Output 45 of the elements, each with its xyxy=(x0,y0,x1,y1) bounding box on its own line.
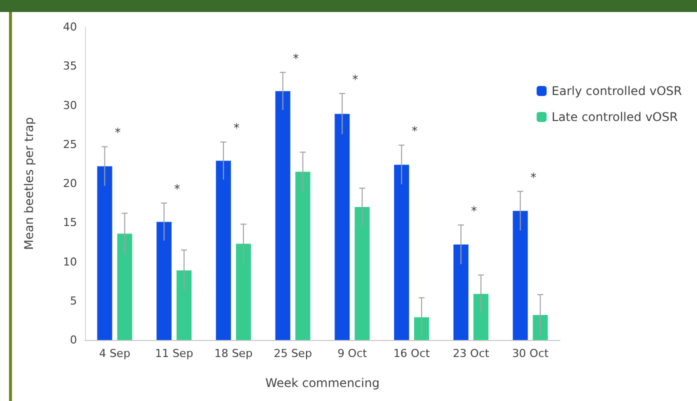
x-tick-label: 11 Sep xyxy=(154,347,194,360)
x-axis-title: Week commencing xyxy=(265,376,380,390)
bar xyxy=(394,164,410,340)
bar xyxy=(295,172,310,340)
bar xyxy=(117,234,132,340)
bar xyxy=(334,114,350,340)
bar xyxy=(414,317,430,340)
bar xyxy=(453,244,468,340)
x-tick-label: 4 Sep xyxy=(99,347,130,360)
annotation: * xyxy=(470,204,477,218)
annotation: * xyxy=(174,182,180,196)
legend-label: Early controlled vOSR xyxy=(552,84,682,98)
y-tick-label: 25 xyxy=(63,138,77,151)
y-tick-label: 35 xyxy=(63,60,77,73)
bar xyxy=(156,222,172,340)
x-tick-label: 18 Sep xyxy=(214,347,253,360)
bar xyxy=(216,160,231,340)
y-tick-label: 20 xyxy=(63,177,77,190)
x-tick-label: 25 Sep xyxy=(274,347,312,360)
legend-label: Late controlled vOSR xyxy=(552,110,678,124)
bar xyxy=(354,206,370,340)
bar xyxy=(176,270,192,340)
annotation: * xyxy=(352,72,358,87)
bar xyxy=(512,210,528,340)
y-tick-label: 40 xyxy=(63,20,77,34)
bar xyxy=(473,294,488,340)
x-tick-label: 16 Oct xyxy=(393,347,431,360)
y-tick-label: 5 xyxy=(70,294,77,308)
bar xyxy=(532,314,548,340)
y-axis-title: Mean beetles per trap xyxy=(22,117,36,250)
bar xyxy=(97,166,112,340)
annotation: * xyxy=(292,51,299,66)
bar xyxy=(275,91,290,340)
bar xyxy=(236,244,251,340)
y-tick-label: 0 xyxy=(70,334,77,346)
x-tick-label: 30 Oct xyxy=(512,347,550,360)
annotation: * xyxy=(233,121,240,136)
y-tick-label: 15 xyxy=(63,216,77,230)
y-tick-label: 10 xyxy=(63,255,77,268)
y-tick-label: 30 xyxy=(63,98,77,112)
x-tick-label: 9 Oct xyxy=(337,347,368,360)
annotation: * xyxy=(530,170,536,184)
annotation: * xyxy=(114,126,121,140)
annotation: * xyxy=(412,124,418,138)
x-tick-label: 23 Oct xyxy=(452,347,490,360)
